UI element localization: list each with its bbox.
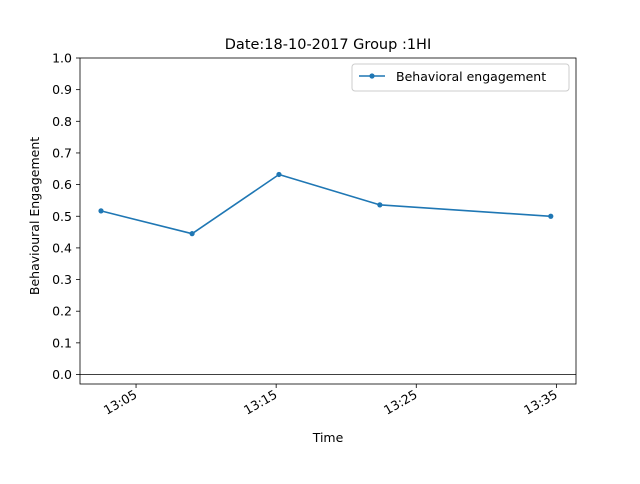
- plot-area: 0.00.10.20.30.40.50.60.70.80.91.013:05 13…: [52, 51, 577, 418]
- data-point: [548, 213, 554, 219]
- data-point: [98, 208, 104, 214]
- y-axis-label: Behavioural Engagement: [27, 137, 42, 295]
- y-tick-label: 0.8: [52, 114, 72, 129]
- y-tick-label: 0.7: [52, 145, 72, 160]
- y-tick-label: 0.3: [52, 272, 72, 287]
- y-tick-label: 0.9: [52, 82, 72, 97]
- chart-title: Date:18-10-2017 Group :1HI: [225, 37, 431, 53]
- legend: Behavioral engagement: [351, 63, 570, 92]
- data-point: [189, 231, 195, 237]
- y-tick-label: 0.4: [52, 240, 72, 255]
- x-axis-label: Time: [312, 430, 344, 445]
- data-point: [377, 202, 383, 208]
- y-tick-label: 0.1: [52, 335, 72, 350]
- y-tick-label: 0.0: [52, 367, 72, 382]
- y-tick-label: 0.5: [52, 209, 72, 224]
- y-tick-label: 0.2: [52, 304, 72, 319]
- y-tick-label: 1.0: [52, 51, 72, 66]
- y-tick-label: 0.6: [52, 177, 72, 192]
- axes-frame: [79, 57, 577, 385]
- data-point: [276, 171, 282, 178]
- legend-series-marker: [369, 73, 375, 79]
- legend-box: [351, 63, 570, 92]
- legend-series-label: Behavioral engagement: [396, 69, 546, 84]
